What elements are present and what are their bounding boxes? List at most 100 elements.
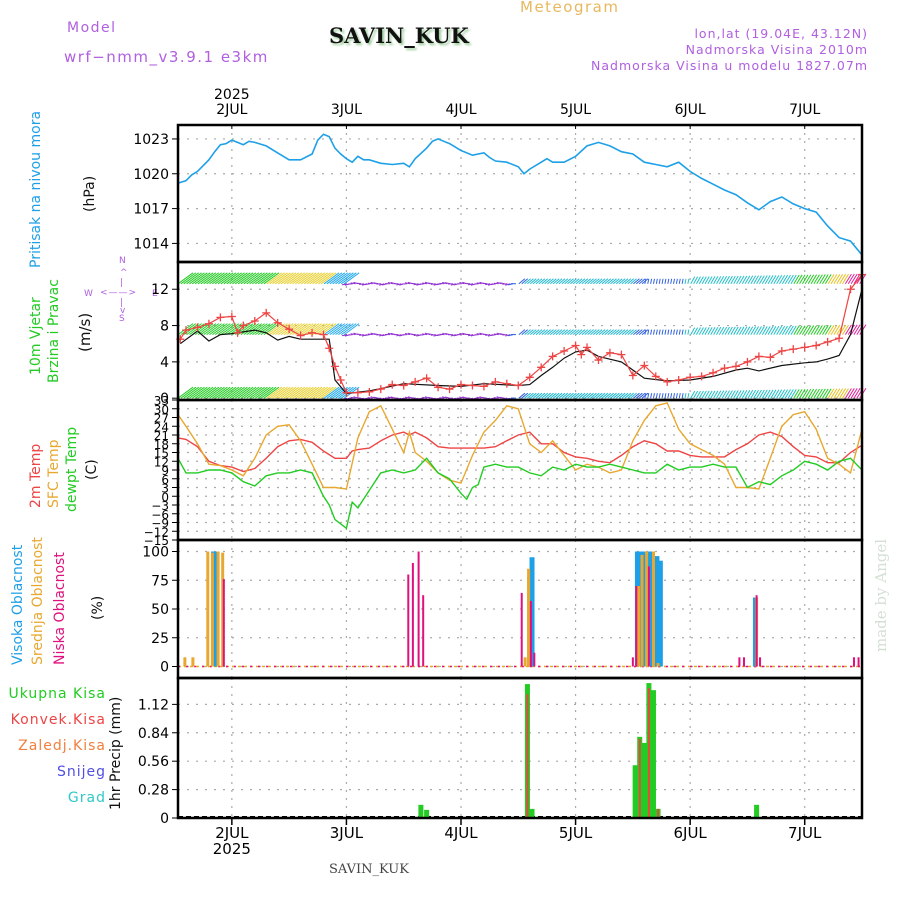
wind-arrow — [610, 278, 617, 285]
wind-arrow — [819, 325, 826, 335]
wind-arrow — [177, 272, 194, 285]
wind-arrow — [289, 386, 306, 399]
wind-arrow — [561, 329, 569, 336]
wind-arrow — [212, 272, 228, 285]
wind-arrow — [853, 388, 861, 399]
wind-arrow — [275, 386, 291, 399]
wind-arrow — [598, 278, 606, 285]
wind-arrow — [430, 283, 436, 285]
wind-arrow — [773, 389, 780, 399]
wind-arrow — [733, 326, 739, 335]
station-title: SAVIN_KUK — [329, 23, 469, 48]
axes: 101410171020102304812−15−12−9−6−30369121… — [133, 87, 822, 858]
wind-arrow — [718, 326, 725, 335]
wind-arrow — [232, 386, 248, 399]
wind-arrow — [764, 389, 771, 399]
wind-arrow — [252, 386, 268, 399]
wind-arrow — [667, 329, 670, 335]
precip-total-bar — [754, 804, 760, 818]
wind-arrow — [833, 274, 841, 285]
wind-arrow — [590, 329, 597, 336]
wind-arrow — [257, 386, 274, 399]
wind-arrow — [658, 393, 661, 399]
wind-arrow — [696, 327, 701, 335]
wind-arrow — [696, 390, 701, 399]
x-tick-label-bottom: 2JUL — [215, 824, 249, 842]
cloud-low-bar — [852, 657, 855, 667]
wind-arrow — [379, 283, 385, 286]
cloud-mid-bar — [206, 551, 210, 667]
wind-arrow — [816, 325, 823, 335]
wind-arrow — [799, 325, 806, 335]
wind-speed-marker — [233, 328, 242, 337]
precip-legend-snow: Snijeg — [56, 764, 106, 780]
wind-arrow — [343, 272, 360, 285]
wind-arrow — [704, 276, 710, 285]
wind-arrow — [667, 393, 670, 399]
wind-arrow — [272, 386, 288, 399]
wind-arrow — [747, 326, 754, 335]
wind-arrow — [249, 386, 265, 399]
wind-arrow — [607, 392, 614, 399]
wind-arrow — [367, 333, 373, 336]
cloud-low-bar — [857, 657, 860, 667]
wind-arrow — [364, 334, 370, 336]
wind-arrow — [761, 275, 768, 285]
precip-total-bar — [418, 804, 424, 818]
wind-arrow — [192, 272, 208, 285]
wind-arrow — [796, 325, 803, 335]
wind-arrow — [280, 272, 297, 285]
wind-arrow — [721, 326, 728, 335]
x-tick-label-bottom: 6JUL — [673, 824, 707, 842]
wind-arrow — [593, 392, 600, 399]
wind-arrow — [698, 390, 704, 399]
wind-speed-marker — [577, 350, 586, 359]
precip-convective-bar — [526, 694, 529, 818]
wind-arrow — [521, 278, 529, 285]
wind-arrow — [604, 329, 612, 336]
wind-speed-marker — [651, 372, 660, 381]
wind-arrow — [275, 272, 291, 285]
wind-arrow — [661, 329, 664, 335]
wind-arrow — [595, 392, 603, 399]
wind-arrow — [753, 275, 759, 285]
wind-arrow — [518, 392, 526, 399]
wind-speed-marker — [342, 388, 351, 397]
precip-total-bar — [424, 809, 430, 818]
wind-arrow — [552, 392, 560, 399]
wind-arrow — [850, 388, 858, 399]
wind-arrow — [833, 388, 841, 399]
wind-arrow — [633, 329, 640, 336]
wind-arrow — [627, 392, 635, 399]
wind-arrow — [744, 389, 751, 399]
wind-arrow — [318, 323, 334, 336]
wind-arrow — [209, 272, 225, 285]
wind-arrow — [707, 276, 713, 285]
wind-speed-marker — [376, 385, 385, 394]
wind-arrow — [326, 386, 343, 399]
wind-speed-marker — [308, 328, 317, 337]
y-tick-label: 12 — [154, 455, 169, 469]
wind-arrow — [547, 392, 554, 399]
wind-arrow — [810, 274, 818, 285]
wind-arrow — [555, 278, 563, 285]
wind-arrow — [312, 272, 328, 285]
wind-speed-marker — [720, 364, 729, 373]
wind-arrow — [220, 272, 237, 285]
wind-arrow — [621, 278, 629, 285]
wind-arrow — [338, 323, 354, 336]
compass-arrow-down-icon: v — [120, 306, 126, 316]
wind-arrow — [853, 273, 861, 285]
wind-arrow — [544, 392, 551, 399]
cloud-low-bar — [635, 586, 638, 667]
wind-arrow — [655, 393, 658, 399]
wind-arrow — [658, 278, 661, 284]
wind-speed-marker — [789, 345, 798, 354]
wind-arrow — [217, 386, 234, 399]
wind-arrow — [223, 323, 240, 336]
compass-west: W — [84, 289, 93, 299]
wind-arrow — [529, 278, 537, 285]
wind-arrow — [340, 272, 357, 285]
wind-speed-marker — [709, 368, 718, 377]
wind-speed-marker — [285, 325, 294, 334]
